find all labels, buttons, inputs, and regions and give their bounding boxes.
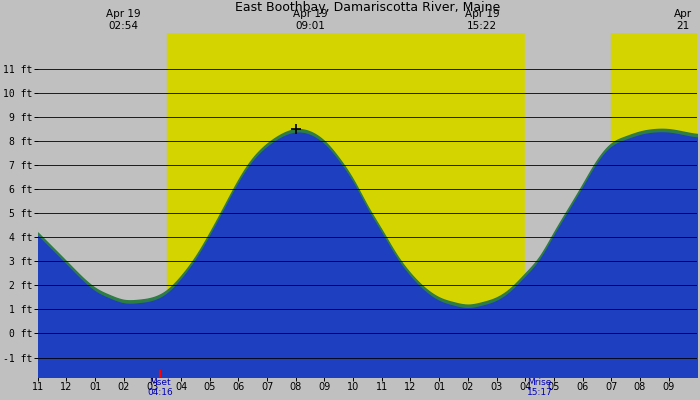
Text: Apr 19
15:22: Apr 19 15:22 bbox=[465, 9, 500, 31]
Text: Mrise
15:17: Mrise 15:17 bbox=[526, 378, 552, 397]
Bar bbox=[167, 33, 525, 377]
Bar bbox=[38, 33, 167, 377]
Text: East Boothbay, Damariscotta River, Maine: East Boothbay, Damariscotta River, Maine bbox=[234, 1, 500, 14]
Text: Apr 19
02:54: Apr 19 02:54 bbox=[106, 9, 141, 31]
Text: Mset
04:16: Mset 04:16 bbox=[147, 378, 173, 397]
Text: Apr
21: Apr 21 bbox=[674, 9, 692, 31]
Text: Apr 19
09:01: Apr 19 09:01 bbox=[293, 9, 328, 31]
Bar bbox=[525, 33, 611, 377]
Bar bbox=[611, 33, 697, 377]
